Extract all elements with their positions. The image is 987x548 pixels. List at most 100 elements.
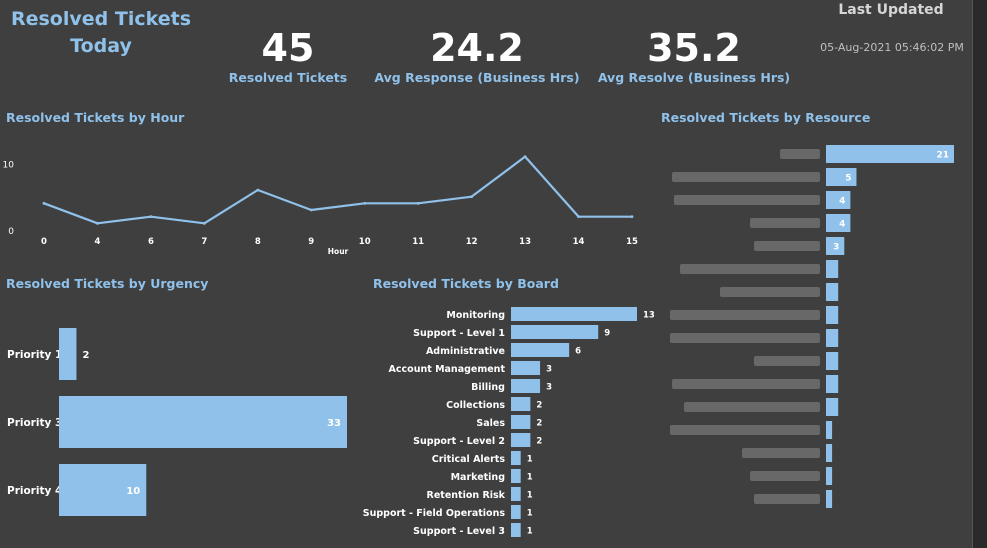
blurred-resource-name	[670, 425, 820, 435]
kpi-label: Avg Resolve (Business Hrs)	[597, 70, 791, 85]
x-tick-label: 7	[201, 237, 207, 247]
kpi-resolved-tickets[interactable]: 45 Resolved Tickets	[224, 26, 352, 85]
x-tick-label: 6	[148, 237, 154, 247]
kpi-label: Avg Response (Business Hrs)	[374, 70, 580, 85]
category-label: Collections	[446, 400, 505, 411]
bar	[826, 306, 839, 324]
x-tick-label: 12	[466, 237, 478, 247]
blurred-resource-name	[754, 494, 820, 504]
dashboard-title: Resolved Tickets Today	[6, 6, 196, 60]
data-label: 3	[546, 383, 552, 393]
kpi-avg-resolve[interactable]: 35.2 Avg Resolve (Business Hrs)	[596, 26, 792, 85]
hour-chart-title: Resolved Tickets by Hour	[6, 110, 185, 125]
bar	[59, 464, 147, 516]
x-tick-label: 11	[412, 237, 424, 247]
kpi-value: 45	[261, 26, 315, 70]
data-point	[149, 215, 153, 219]
category-label: Support - Level 3	[413, 526, 505, 537]
y-tick-label: 10	[3, 160, 15, 170]
data-point	[363, 201, 367, 205]
bar	[511, 379, 541, 393]
bar	[826, 214, 851, 232]
bar	[511, 325, 599, 339]
data-label: 6	[575, 347, 581, 357]
x-tick-label: 4	[94, 237, 100, 247]
category-label: Billing	[471, 382, 505, 393]
data-label: 1	[527, 455, 533, 465]
blurred-resource-name	[672, 379, 820, 389]
bar	[511, 433, 531, 447]
blurred-resource-name	[672, 172, 820, 182]
category-label: Monitoring	[446, 310, 505, 321]
bar	[511, 523, 521, 537]
bar	[511, 343, 570, 357]
bar	[511, 505, 521, 519]
data-label: 1	[527, 473, 533, 483]
window-edge-scrollbar[interactable]	[972, 0, 987, 548]
data-label: 2	[536, 419, 542, 429]
data-label: 1	[527, 509, 533, 519]
x-tick-label: 13	[519, 237, 531, 247]
bar	[511, 397, 531, 411]
blurred-resource-name	[780, 149, 820, 159]
bar	[511, 307, 637, 321]
category-label: Support - Level 2	[413, 436, 505, 447]
bar	[826, 375, 839, 393]
data-label: 4	[839, 197, 845, 207]
data-point	[577, 215, 580, 219]
bar	[826, 467, 833, 485]
category-label: Priority 1	[7, 349, 62, 361]
bar	[826, 398, 839, 416]
bar	[511, 415, 531, 429]
series-line	[43, 155, 632, 225]
bar	[826, 444, 833, 462]
resource-chart-title: Resolved Tickets by Resource	[661, 110, 871, 125]
resource-bar-chart[interactable]: 21 5 4 4 3	[660, 140, 972, 540]
last-updated-value: 05-Aug-2021 05:46:02 PM	[820, 41, 964, 54]
data-point	[523, 155, 527, 159]
x-tick-label: 9	[308, 237, 314, 247]
title-line-2: Today	[70, 35, 132, 57]
blurred-resource-name	[680, 264, 820, 274]
data-label: 2	[536, 401, 542, 411]
data-label: 2	[536, 437, 542, 447]
bar	[59, 328, 77, 380]
bar	[826, 490, 833, 508]
x-tick-label: 8	[255, 237, 261, 247]
data-point	[256, 188, 260, 192]
blurred-resource-name	[684, 402, 820, 412]
data-label: 3	[546, 365, 552, 375]
blurred-resource-name	[674, 195, 820, 205]
last-updated-label: Last Updated	[838, 2, 944, 18]
data-label: 13	[643, 311, 655, 321]
blurred-resource-name	[670, 333, 820, 343]
blurred-resource-name	[754, 241, 820, 251]
data-label: 10	[126, 486, 140, 497]
data-label: 33	[327, 418, 341, 429]
kpi-avg-response[interactable]: 24.2 Avg Response (Business Hrs)	[372, 26, 582, 85]
title-line-1: Resolved Tickets	[10, 8, 192, 30]
data-point	[42, 201, 46, 205]
hour-line-chart[interactable]: 0 10 0 4 6 7 8 9 10 11 12 13 14 15 Hour	[0, 130, 650, 260]
x-axis-title: Hour	[328, 247, 349, 256]
bar	[826, 191, 851, 209]
y-tick-label: 0	[8, 227, 14, 237]
category-label: Support - Level 1	[413, 328, 505, 339]
bar	[511, 487, 521, 501]
blurred-resource-name	[750, 218, 820, 228]
data-label: 9	[604, 329, 610, 339]
bar	[826, 260, 839, 278]
category-label: Sales	[476, 418, 505, 429]
data-label: 3	[833, 243, 839, 253]
bar	[826, 352, 839, 370]
bar	[826, 145, 954, 163]
kpi-label: Resolved Tickets	[228, 70, 348, 85]
data-label: 1	[527, 491, 533, 501]
x-tick-label: 10	[359, 237, 371, 247]
category-label: Account Management	[389, 364, 506, 375]
x-tick-label: 14	[573, 237, 585, 247]
urgency-bar-chart[interactable]: Priority 1 2 Priority 3 33 Priority 4 10	[0, 300, 360, 530]
data-label: 5	[845, 174, 851, 184]
bar	[826, 237, 845, 255]
